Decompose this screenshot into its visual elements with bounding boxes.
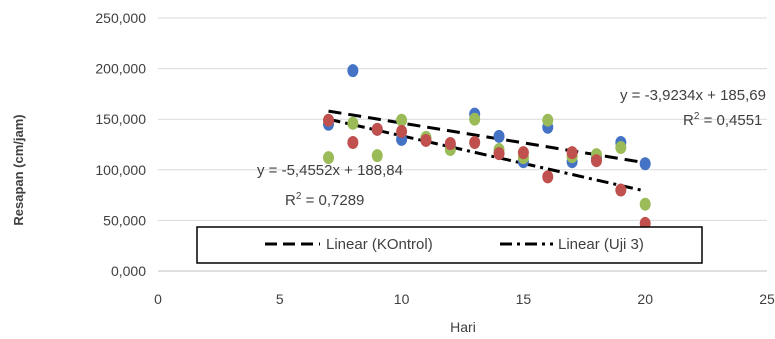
data-point-series-3 [371,122,383,136]
y-axis-tick-labels: 0,000 50,000 100,000 150,000 200,000 250,000 [95,10,146,279]
data-point-series-2 [396,113,408,127]
equation-uji3: y = -5,4552x + 188,84 [257,162,403,179]
data-point-series-3 [420,133,432,147]
data-point-series-2 [469,112,481,126]
data-point-series-3 [566,146,578,160]
x-axis-title: Hari [450,319,476,335]
y-tick-label: 50,000 [103,212,146,228]
data-points [323,64,651,230]
equation-kontrol: y = -3,9234x + 185,69 [620,87,766,104]
legend-label-kontrol: Linear (KOntrol) [326,236,433,253]
data-point-series-3 [615,183,627,197]
data-point-series-3 [444,136,456,150]
trendline-equation-uji3: y = -5,4552x + 188,84 R2 = 0,7289 [257,162,403,209]
x-tick-label: 25 [759,291,775,307]
y-tick-label: 250,000 [95,10,146,26]
data-point-series-2 [639,197,651,211]
data-point-series-3 [347,135,359,149]
data-point-series-3 [590,154,602,168]
x-tick-label: 0 [154,291,162,307]
data-point-series-2 [323,151,335,165]
data-point-series-1 [639,157,651,171]
legend-box [196,226,703,264]
data-point-series-2 [371,149,383,163]
x-tick-label: 15 [516,291,532,307]
r2-kontrol: R2 = 0,4551 [683,111,762,129]
x-tick-label: 10 [394,291,410,307]
data-point-series-3 [542,170,554,184]
legend: Linear (KOntrol) Linear (Uji 3) [196,226,703,264]
y-tick-label: 0,000 [111,263,146,279]
data-point-series-2 [347,116,359,130]
r2-uji3: R2 = 0,7289 [285,191,364,209]
data-point-series-2 [615,141,627,155]
legend-label-uji3: Linear (Uji 3) [558,236,644,253]
trendline-equation-kontrol: y = -3,9234x + 185,69 R2 = 0,4551 [620,87,766,129]
x-tick-label: 5 [276,291,284,307]
x-axis-tick-labels: 0 5 10 15 20 25 [154,291,775,307]
data-point-series-3 [469,135,481,149]
data-point-series-1 [493,129,505,143]
y-tick-label: 150,000 [95,111,146,127]
data-point-series-2 [542,113,554,127]
y-axis-title: Resapan (cm/jam) [11,114,26,225]
y-tick-label: 200,000 [95,61,146,77]
y-tick-label: 100,000 [95,162,146,178]
x-tick-label: 20 [637,291,653,307]
gridlines [158,17,767,221]
data-point-series-3 [396,124,408,138]
data-point-series-3 [493,147,505,161]
data-point-series-3 [323,113,335,127]
data-point-series-3 [517,146,529,160]
data-point-series-1 [347,64,359,78]
